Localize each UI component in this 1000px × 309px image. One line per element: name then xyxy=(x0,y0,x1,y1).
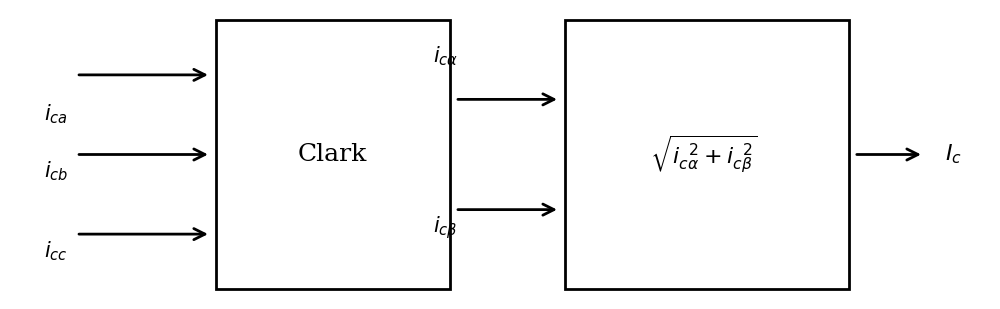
Bar xyxy=(216,20,450,289)
Text: $I_c$: $I_c$ xyxy=(945,143,962,166)
Text: $i_{c\alpha}$: $i_{c\alpha}$ xyxy=(433,45,458,68)
Bar xyxy=(565,20,849,289)
Text: $\sqrt{i_{c\alpha}^{\;\;2}+i_{c\beta}^{\;\;2}}$: $\sqrt{i_{c\alpha}^{\;\;2}+i_{c\beta}^{\… xyxy=(650,133,758,176)
Text: $i_{cb}$: $i_{cb}$ xyxy=(44,159,68,183)
Text: $i_{cc}$: $i_{cc}$ xyxy=(44,239,68,263)
Text: $i_{ca}$: $i_{ca}$ xyxy=(44,103,68,126)
Text: $i_{c\beta}$: $i_{c\beta}$ xyxy=(433,214,458,241)
Text: Clark: Clark xyxy=(298,143,367,166)
